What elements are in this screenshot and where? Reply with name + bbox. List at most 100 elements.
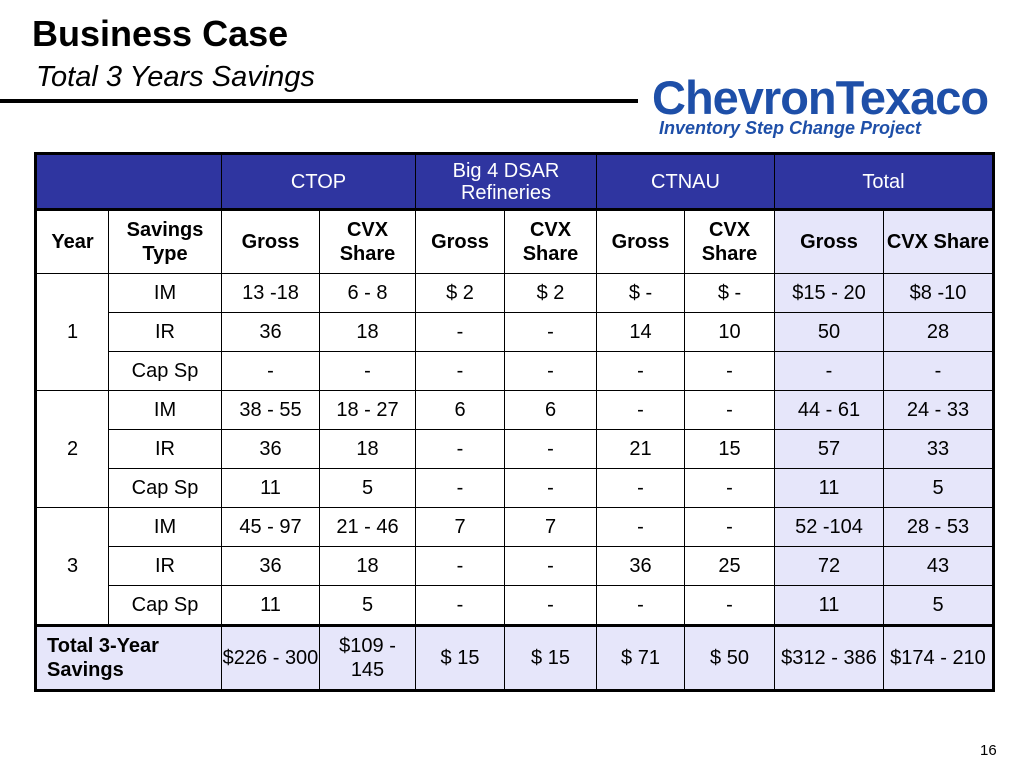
total-cell: $226 - 300 [221,624,320,691]
year-header: Year [35,209,109,274]
group-header-ctop: CTOP [221,153,416,211]
total-cell: $ 15 [415,624,505,691]
value-cell: 28 - 53 [883,507,994,547]
value-cell: 14 [596,312,685,352]
table-row: 3 IM 45 - 97 21 - 46 7 7- -52 -104 28 - 53 [35,507,994,626]
year-cell: 1 [35,273,109,391]
value-cell: 28 [883,312,994,352]
savings-type-cell: Cap Sp [108,351,222,391]
value-cell: 25 [684,546,775,586]
value-cell: - [684,507,775,547]
value-cell: $ 2 [504,273,597,313]
ctop-cvx-share-header: CVX Share [319,209,416,274]
slide-title: Business Case [32,13,289,54]
group-header-ctnau: CTNAU [596,153,775,211]
savings-type-cell: IM [108,390,222,430]
value-cell: - [684,390,775,430]
value-cell: 24 - 33 [883,390,994,430]
year-cell: 2 [35,390,109,508]
total-cell: $ 71 [596,624,685,691]
total-cell: $312 - 386 [774,624,884,691]
ctnau-cvx-share-header: CVX Share [684,209,775,274]
value-cell: 50 [774,312,884,352]
value-cell: 21 - 46 [319,507,416,547]
value-cell: - [504,429,597,469]
value-cell: 13 -18 [221,273,320,313]
value-cell: $ - [596,273,685,313]
value-cell: - [415,585,505,626]
table-row: IR 36 18- -14 10 50 28 [36,312,994,352]
group-header-dsar: Big 4 DSAR Refineries [415,153,597,211]
value-cell: 11 [774,585,884,626]
table-row: 2 IM 38 - 55 18 - 27 6 6- -44 - 61 24 - 33 [35,390,994,508]
value-cell: $ - [684,273,775,313]
page-number: 16 [980,742,997,759]
value-cell: $ 2 [415,273,505,313]
title-divider [0,99,638,103]
value-cell: - [596,468,685,508]
value-cell: - [684,468,775,508]
value-cell: 5 [883,468,994,508]
value-cell: - [415,312,505,352]
value-cell: - [504,468,597,508]
value-cell: 18 [319,429,416,469]
savings-type-cell: IR [108,312,222,352]
value-cell: 21 [596,429,685,469]
value-cell: 7 [415,507,505,547]
savings-type-cell: Cap Sp [108,468,222,508]
value-cell: - [504,585,597,626]
total-cell: $ 50 [684,624,775,691]
group-header-total: Total [774,153,994,211]
value-cell: - [596,585,685,626]
value-cell: 6 [504,390,597,430]
slide-subtitle: Total 3 Years Savings [36,61,315,93]
sub-header-row: Year Savings Type Gross CVX Share Gross … [35,209,994,274]
value-cell: 11 [221,468,320,508]
value-cell: - [774,351,884,391]
value-cell: - [596,351,685,391]
value-cell: 36 [596,546,685,586]
value-cell: - [504,312,597,352]
ctnau-gross-header: Gross [596,209,685,274]
value-cell: - [596,390,685,430]
value-cell: - [221,351,320,391]
total-cell: $ 15 [504,624,597,691]
table-row: 1 IM 13 -18 6 - 8 $ 2 $ 2 $ - $ - $15 - 20 $8 -10 [35,273,994,391]
savings-table: CTOP Big 4 DSAR Refineries CTNAU Total Y… [34,152,995,692]
dsar-gross-header: Gross [415,209,505,274]
value-cell: - [415,429,505,469]
value-cell: - [415,351,505,391]
savings-type-cell: Cap Sp [108,585,222,626]
group-header-row: CTOP Big 4 DSAR Refineries CTNAU Total [35,153,994,211]
value-cell: 36 [221,312,320,352]
value-cell: 33 [883,429,994,469]
savings-type-cell: IM [108,273,222,313]
value-cell: 11 [221,585,320,626]
value-cell: 11 [774,468,884,508]
total-gross-header: Gross [774,209,884,274]
value-cell: 5 [319,585,416,626]
year-cell: 3 [35,507,109,626]
value-cell: - [883,351,994,391]
value-cell: 18 [319,312,416,352]
value-cell: - [319,351,416,391]
value-cell: 18 [319,546,416,586]
value-cell: 6 [415,390,505,430]
value-cell: - [504,351,597,391]
value-cell: 52 -104 [774,507,884,547]
project-tagline: Inventory Step Change Project [659,118,922,138]
value-cell: 44 - 61 [774,390,884,430]
value-cell: $8 -10 [883,273,994,313]
value-cell: 10 [684,312,775,352]
value-cell: - [684,585,775,626]
company-logo: ChevronTexaco [652,71,989,124]
value-cell: - [596,507,685,547]
value-cell: - [684,351,775,391]
value-cell: 38 - 55 [221,390,320,430]
value-cell: 57 [774,429,884,469]
value-cell: 43 [883,546,994,586]
value-cell: - [415,468,505,508]
value-cell: 36 [221,546,320,586]
total-row-label: Total 3-Year Savings [35,624,222,691]
value-cell: 5 [883,585,994,626]
